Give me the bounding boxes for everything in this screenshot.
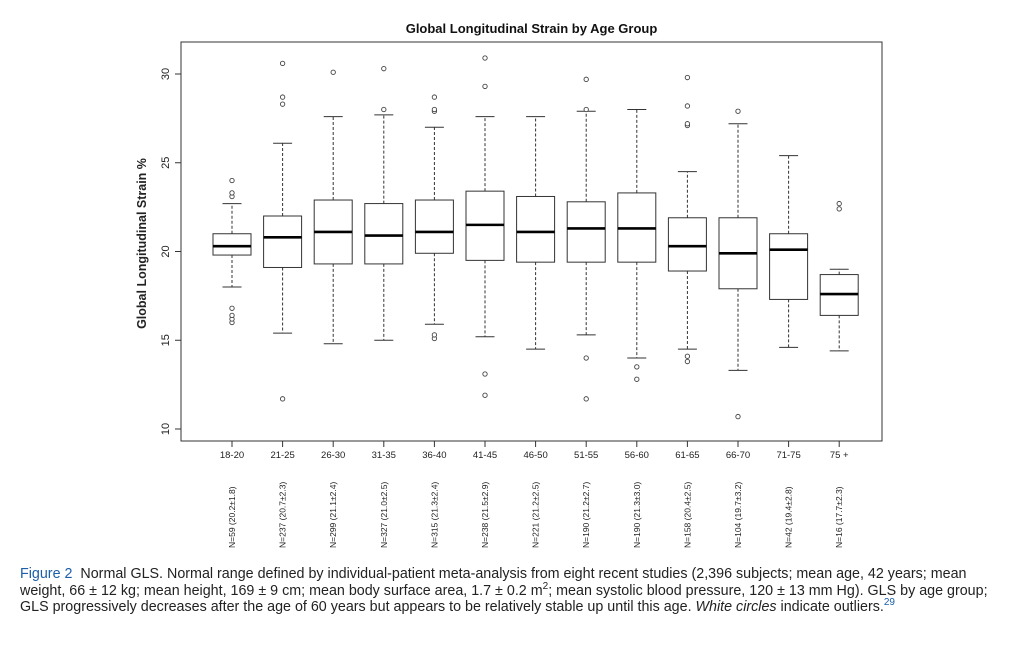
y-tick-label: 15 <box>160 334 172 346</box>
iqr-box <box>566 201 606 263</box>
caption-text-2: ; mean systolic blood pressure, 120 ± 13… <box>20 582 988 616</box>
y-tick-label: 30 <box>160 68 172 80</box>
outlier-point <box>684 121 691 127</box>
x-tick-label: 46-50 <box>523 450 547 461</box>
box-group-21-25: 21-25 N=237 (20.7±2.3) <box>263 60 303 548</box>
outlier-point <box>482 392 488 398</box>
outlier-point <box>583 396 589 402</box>
outlier-point <box>583 76 589 82</box>
n-label: N=299 (21.1±2.4) <box>328 481 338 548</box>
outlier-point <box>279 396 286 402</box>
x-tick-label: 18-20 <box>220 450 244 461</box>
box-group-56-60: 56-60 N=190 (21.3±3.0) <box>617 109 657 548</box>
outlier-point <box>229 190 235 196</box>
n-label: N=190 (21.3±3.0) <box>632 481 642 548</box>
caption-reference: 29 <box>883 597 895 609</box>
iqr-box <box>769 233 809 300</box>
outlier-point <box>279 94 286 100</box>
outlier-point <box>684 74 691 81</box>
boxplot-chart: Global Longitudinal Strain by Age Group 1… <box>135 21 883 548</box>
outlier-point <box>684 353 691 359</box>
outlier-point <box>684 103 691 109</box>
caption-text-3: indicate outliers. <box>776 599 884 616</box>
box-group-41-45: 41-45 N=238 (21.5±2.9) <box>465 55 505 548</box>
n-label: N=237 (20.7±2.3) <box>278 481 288 548</box>
x-tick-label: 56-60 <box>625 450 649 461</box>
x-tick-label: 75 + <box>830 450 849 461</box>
outlier-point <box>836 206 842 212</box>
outlier-point <box>229 305 235 311</box>
iqr-box <box>364 203 404 265</box>
box-group-46-50: 46-50 N=221 (21.2±2.5) <box>516 116 556 548</box>
outlier-point <box>836 200 842 207</box>
outlier-point <box>431 332 438 338</box>
x-tick-label: 31-35 <box>372 450 396 461</box>
x-tick-label: 26-30 <box>321 450 345 461</box>
x-tick-label: 36-40 <box>422 450 446 461</box>
figure-label: Figure 2 <box>20 566 73 582</box>
outlier-point <box>634 376 640 382</box>
n-label: N=42 (19.4±2.8) <box>784 486 794 548</box>
caption-superscript: 2 <box>542 580 549 592</box>
iqr-box <box>414 199 454 254</box>
outlier-point <box>583 355 589 361</box>
box-group-71-75: 71-75 N=42 (19.4±2.8) <box>769 155 809 548</box>
iqr-box <box>667 217 707 272</box>
n-label: N=190 (21.2±2.7) <box>581 481 591 548</box>
x-tick-label: 61-65 <box>675 450 699 461</box>
outlier-point <box>381 66 387 72</box>
chart-container: Global Longitudinal Strain by Age Group 1… <box>135 21 883 548</box>
n-label: N=158 (20.4±2.5) <box>682 481 692 548</box>
outlier-point <box>634 364 640 370</box>
outlier-point <box>229 312 235 319</box>
outlier-point <box>684 358 691 365</box>
outlier-point <box>735 108 741 114</box>
caption-text-1: Normal GLS. Normal range defined by indi… <box>20 566 967 599</box>
box-group-36-40: 36-40 N=315 (21.3±2.4) <box>414 94 454 548</box>
outlier-point <box>279 101 286 107</box>
box-group-66-70: 66-70 N=104 (19.7±3.2) <box>718 108 758 548</box>
n-label: N=16 (17.7±2.3) <box>834 486 844 548</box>
iqr-box <box>263 215 303 268</box>
box-group-51-55: 51-55 N=190 (21.2±2.7) <box>566 76 606 548</box>
figure-caption: Figure 2 Normal GLS. Normal range define… <box>20 566 1010 616</box>
outlier-point <box>735 413 741 420</box>
outlier-point <box>583 106 589 113</box>
box-group-61-65: 61-65 N=158 (20.4±2.5) <box>667 74 707 548</box>
iqr-box <box>516 195 556 263</box>
n-label: N=238 (21.5±2.9) <box>480 481 490 548</box>
outlier-point <box>482 55 488 61</box>
outlier-point <box>431 106 438 113</box>
n-label: N=221 (21.2±2.5) <box>531 481 541 548</box>
plot-frame <box>180 41 883 442</box>
box-group-26-30: 26-30 N=299 (21.1±2.4) <box>313 69 353 548</box>
y-tick-label: 20 <box>160 245 172 257</box>
box-group-31-35: 31-35 N=327 (21.0±2.5) <box>364 66 404 548</box>
outlier-point <box>279 60 286 66</box>
outlier-point <box>381 106 387 113</box>
outlier-point <box>482 83 488 90</box>
n-label: N=315 (21.3±2.4) <box>429 481 439 548</box>
outlier-point <box>431 94 438 100</box>
n-label: N=59 (20.2±1.8) <box>227 486 237 548</box>
x-tick-label: 71-75 <box>776 450 800 461</box>
outlier-point <box>482 371 488 377</box>
x-tick-label: 21-25 <box>270 450 294 461</box>
n-label: N=104 (19.7±3.2) <box>733 481 743 548</box>
y-tick-label: 10 <box>160 423 172 435</box>
box-group-18-20: 18-20 N=59 (20.2±1.8) <box>212 177 252 548</box>
iqr-box <box>212 233 252 256</box>
y-axis-label: Global Longitudinal Strain % <box>135 158 149 329</box>
x-tick-label: 51-55 <box>574 450 598 461</box>
chart-title: Global Longitudinal Strain by Age Group <box>406 21 658 36</box>
outlier-point <box>229 177 235 184</box>
outlier-point <box>330 69 336 75</box>
y-tick-label: 25 <box>160 157 172 169</box>
x-tick-label: 66-70 <box>726 450 750 461</box>
box-group-75-: 75 + N=16 (17.7±2.3) <box>819 200 859 548</box>
n-label: N=327 (21.0±2.5) <box>379 481 389 548</box>
caption-emphasis: White circles <box>695 599 777 616</box>
x-tick-label: 41-45 <box>473 450 497 461</box>
